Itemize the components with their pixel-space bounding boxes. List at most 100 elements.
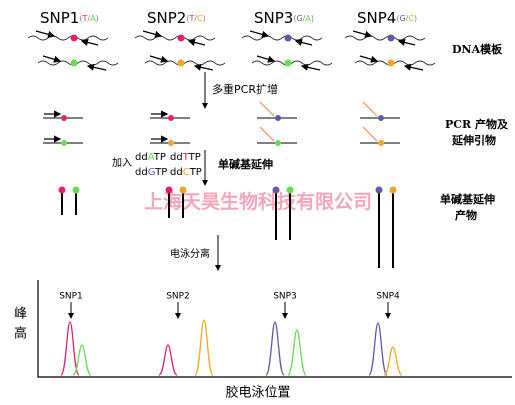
ddntp: ddGTP [135,167,167,178]
electrophoresis-label: 电泳分离 [170,247,210,260]
peak [194,319,214,376]
ddntp: ddTTP [170,152,201,163]
primer-arrow [294,38,313,46]
snp-name: SNP3 [254,9,293,27]
snp-allele: ( [396,14,399,23]
snp-allele: ) [96,14,99,23]
primer-arrow [359,55,379,63]
extension-products-label: 单碱基延伸 [440,192,495,206]
ddntp-part: C [183,167,190,178]
primer [362,126,378,142]
peak [158,344,178,376]
y-axis-label: 峰 [14,307,27,322]
dna-strand [241,35,323,41]
ddntp-part: G [148,167,155,178]
primer-arrow [352,30,373,38]
snp-dot [70,59,78,67]
dna-strand [37,60,119,66]
snp-allele: C [197,14,203,23]
plot-axes [37,280,512,378]
ddntp: ddCTP [170,167,202,178]
snp-allele: G [399,14,405,23]
watermark: 上海天昊生物科技有限公司 [144,190,372,213]
peak [72,344,92,376]
ddntp-part: dd [135,152,148,163]
dna-strand [251,60,333,66]
peak [60,321,80,376]
primer-arrow [149,55,169,63]
ddntp-part: T [182,152,190,163]
primer-arrow [86,63,107,71]
ddntp-part: A [148,152,155,163]
extension-products-label: 产物 [455,208,477,222]
snp-allele: C [408,14,414,23]
pcr-products-label: PCR 产物及 [445,117,509,131]
ddntp-part: dd [135,167,148,178]
snp-dot [284,59,292,67]
snp-dot [70,34,78,42]
pcr-label: 多重PCR扩增 [212,82,278,96]
snp-dot [275,115,281,121]
dna-strand [344,35,426,41]
snp-header: SNP4(G/C) [357,9,417,27]
extension-dot [58,186,66,194]
y-axis-label: 高 [14,326,27,342]
snp-allele: / [194,14,197,23]
snp-name: SNP4 [357,9,396,27]
snp-allele: ) [203,14,206,23]
snp-allele: T [81,14,87,23]
extension-dot [286,186,294,194]
snp-dot [387,34,395,42]
pcr-products-label: 延伸引物 [451,133,496,147]
snp-dot [61,115,67,121]
snp-allele: ( [293,14,296,23]
snp-dot [168,115,174,121]
primer-arrow [249,30,270,38]
primer-arrow [397,38,416,46]
snp-dot [177,34,185,42]
snp-dot [284,34,292,42]
primer-arrow [142,30,163,38]
dna-template-label: DNA模板 [452,42,503,56]
peak-label: SNP2 [166,292,190,302]
primer [259,126,275,142]
primer [259,101,275,117]
snp-allele: / [87,14,90,23]
snp-dot [378,115,384,121]
snp-dot [177,59,185,67]
snp-allele: A [90,14,96,23]
primer-arrow [256,55,276,63]
primer-arrow [187,38,206,46]
snp-dot [378,140,384,146]
snp-header: SNP3(G/A) [254,9,314,27]
extension-dot [72,186,80,194]
snp-dot [61,140,67,146]
snp-allele: ( [186,14,189,23]
extension-dot [179,186,187,194]
extension-dot [272,186,280,194]
peak [265,321,285,376]
snp-allele: / [303,14,306,23]
primer [362,101,378,117]
dna-strand [27,35,109,41]
add-label: 加入 [112,157,132,169]
snp-header: SNP2(T/C) [147,9,206,27]
extension-label: 单碱基延伸 [218,157,273,171]
primer-arrow [35,30,56,38]
x-axis-label: 胶电泳位置 [225,385,290,401]
snp-dot [275,140,281,146]
snp-allele: T [188,14,194,23]
extension-dot [375,186,383,194]
dna-strand [354,60,436,66]
dna-strand [144,60,226,66]
peak-label: SNP4 [376,292,400,302]
primer-arrow [403,63,424,71]
extension-dot [389,186,397,194]
ddntp-part: dd [170,167,183,178]
ddntp-part: dd [170,152,183,163]
snp-allele: A [305,14,311,23]
snp-allele: ) [311,14,314,23]
primer-arrow [42,55,62,63]
snp-dot [387,59,395,67]
